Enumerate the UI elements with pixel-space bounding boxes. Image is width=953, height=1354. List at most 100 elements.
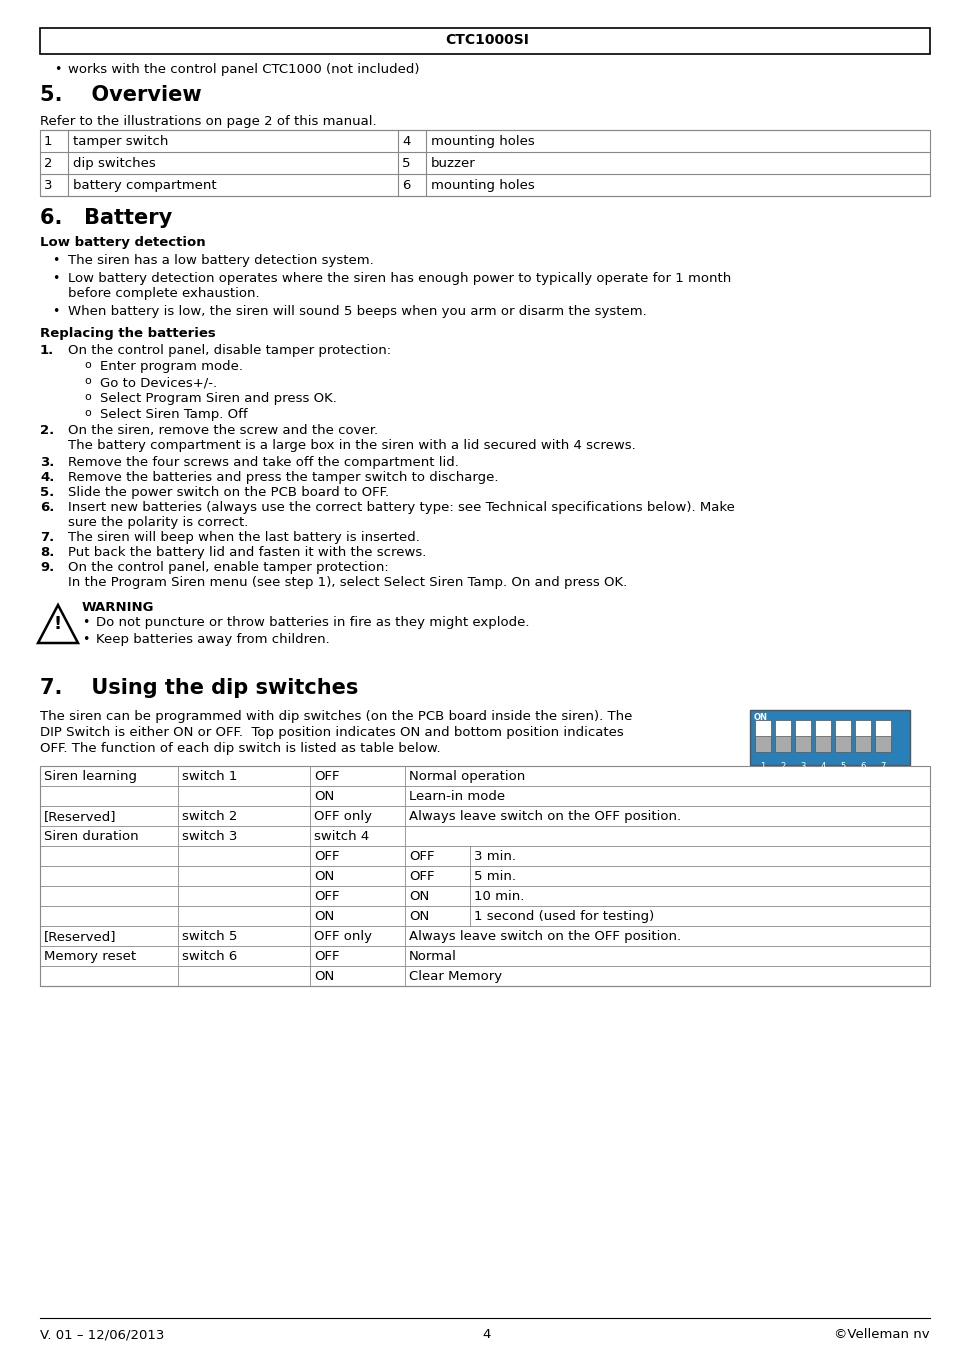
Text: OFF: OFF: [409, 850, 434, 862]
Text: ON: ON: [314, 969, 334, 983]
Text: 3.: 3.: [40, 456, 54, 468]
Bar: [754, 720, 770, 737]
Text: 6: 6: [401, 179, 410, 192]
Text: OFF: OFF: [314, 890, 339, 903]
Text: Normal operation: Normal operation: [409, 770, 525, 783]
Text: On the control panel, enable tamper protection:: On the control panel, enable tamper prot…: [68, 561, 388, 574]
Text: 4: 4: [401, 135, 410, 148]
Text: 7.: 7.: [40, 531, 54, 544]
Text: •: •: [52, 272, 59, 284]
Text: OFF only: OFF only: [314, 930, 372, 942]
Text: V. 01 – 12/06/2013: V. 01 – 12/06/2013: [40, 1328, 164, 1340]
Text: switch 2: switch 2: [182, 810, 237, 823]
Text: 9.: 9.: [40, 561, 54, 574]
Text: before complete exhaustion.: before complete exhaustion.: [68, 287, 259, 301]
Text: o: o: [84, 408, 91, 418]
Bar: [749, 709, 909, 765]
Text: 5.: 5.: [40, 486, 54, 500]
Bar: [40, 130, 929, 196]
Bar: [834, 720, 850, 737]
Text: mounting holes: mounting holes: [431, 135, 535, 148]
Text: Refer to the illustrations on page 2 of this manual.: Refer to the illustrations on page 2 of …: [40, 115, 376, 129]
Bar: [774, 720, 790, 737]
Text: 10 min.: 10 min.: [474, 890, 524, 903]
Text: Always leave switch on the OFF position.: Always leave switch on the OFF position.: [409, 930, 680, 942]
Text: •: •: [82, 634, 90, 646]
Text: ON: ON: [314, 789, 334, 803]
Text: 1: 1: [44, 135, 52, 148]
Text: DIP Switch is either ON or OFF.  Top position indicates ON and bottom position i: DIP Switch is either ON or OFF. Top posi…: [40, 726, 623, 739]
Text: 2: 2: [44, 157, 52, 171]
Text: battery compartment: battery compartment: [73, 179, 216, 192]
Text: [Reserved]: [Reserved]: [44, 930, 116, 942]
Polygon shape: [38, 605, 78, 643]
Text: 2.: 2.: [40, 424, 54, 437]
Text: The siren has a low battery detection system.: The siren has a low battery detection sy…: [68, 255, 374, 267]
Bar: [874, 720, 890, 737]
Text: Learn-in mode: Learn-in mode: [409, 789, 504, 803]
Text: switch 4: switch 4: [314, 830, 369, 844]
Text: OFF: OFF: [409, 871, 434, 883]
Text: ON: ON: [753, 714, 767, 722]
Bar: [40, 766, 929, 986]
Text: 7: 7: [880, 762, 884, 770]
Text: Clear Memory: Clear Memory: [409, 969, 501, 983]
Text: o: o: [84, 360, 91, 370]
Text: •: •: [52, 305, 59, 318]
Text: 5: 5: [840, 762, 844, 770]
Text: 5.    Overview: 5. Overview: [40, 85, 201, 106]
Text: !: !: [54, 615, 62, 634]
Text: Go to Devices+/-.: Go to Devices+/-.: [100, 376, 217, 389]
Text: 3: 3: [44, 179, 52, 192]
Text: OFF. The function of each dip switch is listed as table below.: OFF. The function of each dip switch is …: [40, 742, 440, 756]
Text: In the Program Siren menu (see step 1), select Select Siren Tamp. On and press O: In the Program Siren menu (see step 1), …: [68, 575, 626, 589]
Text: o: o: [84, 376, 91, 386]
Text: tamper switch: tamper switch: [73, 135, 168, 148]
Text: 6.   Battery: 6. Battery: [40, 209, 172, 227]
Text: The siren can be programmed with dip switches (on the PCB board inside the siren: The siren can be programmed with dip swi…: [40, 709, 632, 723]
Text: 3: 3: [800, 762, 805, 770]
Bar: [814, 720, 830, 737]
Text: 5: 5: [401, 157, 410, 171]
Text: •: •: [52, 255, 59, 267]
Text: works with the control panel CTC1000 (not included): works with the control panel CTC1000 (no…: [68, 64, 419, 76]
Text: Normal: Normal: [409, 951, 456, 963]
Text: Low battery detection: Low battery detection: [40, 236, 206, 249]
Text: Siren duration: Siren duration: [44, 830, 138, 844]
Text: •: •: [82, 616, 90, 630]
Bar: [814, 720, 830, 751]
Text: ON: ON: [314, 910, 334, 923]
Text: •: •: [54, 64, 61, 76]
Bar: [40, 28, 929, 54]
Text: Low battery detection operates where the siren has enough power to typically ope: Low battery detection operates where the…: [68, 272, 731, 284]
Text: ON: ON: [314, 871, 334, 883]
Text: WARNING: WARNING: [82, 601, 154, 613]
Text: 2: 2: [780, 762, 785, 770]
Text: 5 min.: 5 min.: [474, 871, 516, 883]
Text: switch 5: switch 5: [182, 930, 237, 942]
Bar: [854, 720, 870, 751]
Text: 7.    Using the dip switches: 7. Using the dip switches: [40, 678, 358, 699]
Text: OFF only: OFF only: [314, 810, 372, 823]
Bar: [834, 720, 850, 751]
Text: ©Velleman nv: ©Velleman nv: [834, 1328, 929, 1340]
Text: OFF: OFF: [314, 850, 339, 862]
Text: 6: 6: [860, 762, 864, 770]
Bar: [774, 720, 790, 751]
Text: Remove the batteries and press the tamper switch to discharge.: Remove the batteries and press the tampe…: [68, 471, 498, 483]
Text: o: o: [84, 393, 91, 402]
Bar: [854, 720, 870, 737]
Text: [Reserved]: [Reserved]: [44, 810, 116, 823]
Text: On the siren, remove the screw and the cover.: On the siren, remove the screw and the c…: [68, 424, 377, 437]
Text: 1.: 1.: [40, 344, 54, 357]
Text: Select Siren Tamp. Off: Select Siren Tamp. Off: [100, 408, 248, 421]
Text: 1 second (used for testing): 1 second (used for testing): [474, 910, 654, 923]
Text: Put back the battery lid and fasten it with the screws.: Put back the battery lid and fasten it w…: [68, 546, 426, 559]
Text: Enter program mode.: Enter program mode.: [100, 360, 243, 372]
Bar: [794, 720, 810, 737]
Text: When battery is low, the siren will sound 5 beeps when you arm or disarm the sys: When battery is low, the siren will soun…: [68, 305, 646, 318]
Text: The battery compartment is a large box in the siren with a lid secured with 4 sc: The battery compartment is a large box i…: [68, 439, 635, 452]
Text: Slide the power switch on the PCB board to OFF.: Slide the power switch on the PCB board …: [68, 486, 389, 500]
Text: Do not puncture or throw batteries in fire as they might explode.: Do not puncture or throw batteries in fi…: [96, 616, 529, 630]
Text: Memory reset: Memory reset: [44, 951, 136, 963]
